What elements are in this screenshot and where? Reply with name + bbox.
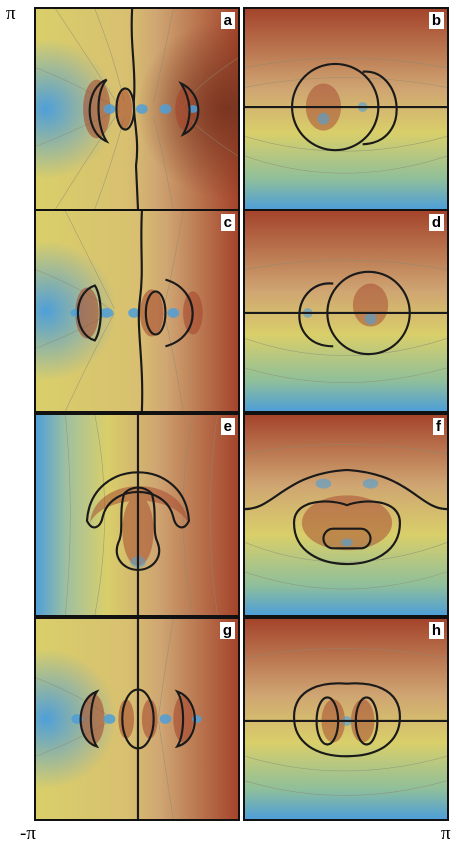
panel-h-plot <box>245 619 447 819</box>
panel-g-label: g <box>219 622 235 639</box>
panel-e-plot <box>36 415 238 615</box>
panel-d: d <box>243 209 449 413</box>
panel-f-plot <box>245 415 447 615</box>
panel-c: c <box>34 209 240 413</box>
panel-h-label: h <box>428 622 444 639</box>
panel-b-plot <box>245 9 447 209</box>
panel-d-label: d <box>428 214 444 231</box>
panel-a-plot <box>36 9 238 209</box>
axis-label-top: π <box>6 3 16 24</box>
panel-g: g <box>34 617 240 821</box>
panel-e-label: e <box>220 418 235 435</box>
panel-h: h <box>243 617 449 821</box>
axis-label-bottom-left: -π <box>20 823 36 844</box>
panel-e: e <box>34 413 240 617</box>
panel-b-label: b <box>428 12 444 29</box>
panel-d-plot <box>245 211 447 411</box>
panel-f: f <box>243 413 449 617</box>
panel-a: a <box>34 7 240 211</box>
axis-label-bottom-right: π <box>441 823 451 844</box>
panel-c-label: c <box>220 214 235 231</box>
panel-g-plot <box>36 619 238 819</box>
panel-a-label: a <box>220 12 235 29</box>
panel-b: b <box>243 7 449 211</box>
panel-f-label: f <box>433 418 444 435</box>
panel-c-plot <box>36 211 238 411</box>
